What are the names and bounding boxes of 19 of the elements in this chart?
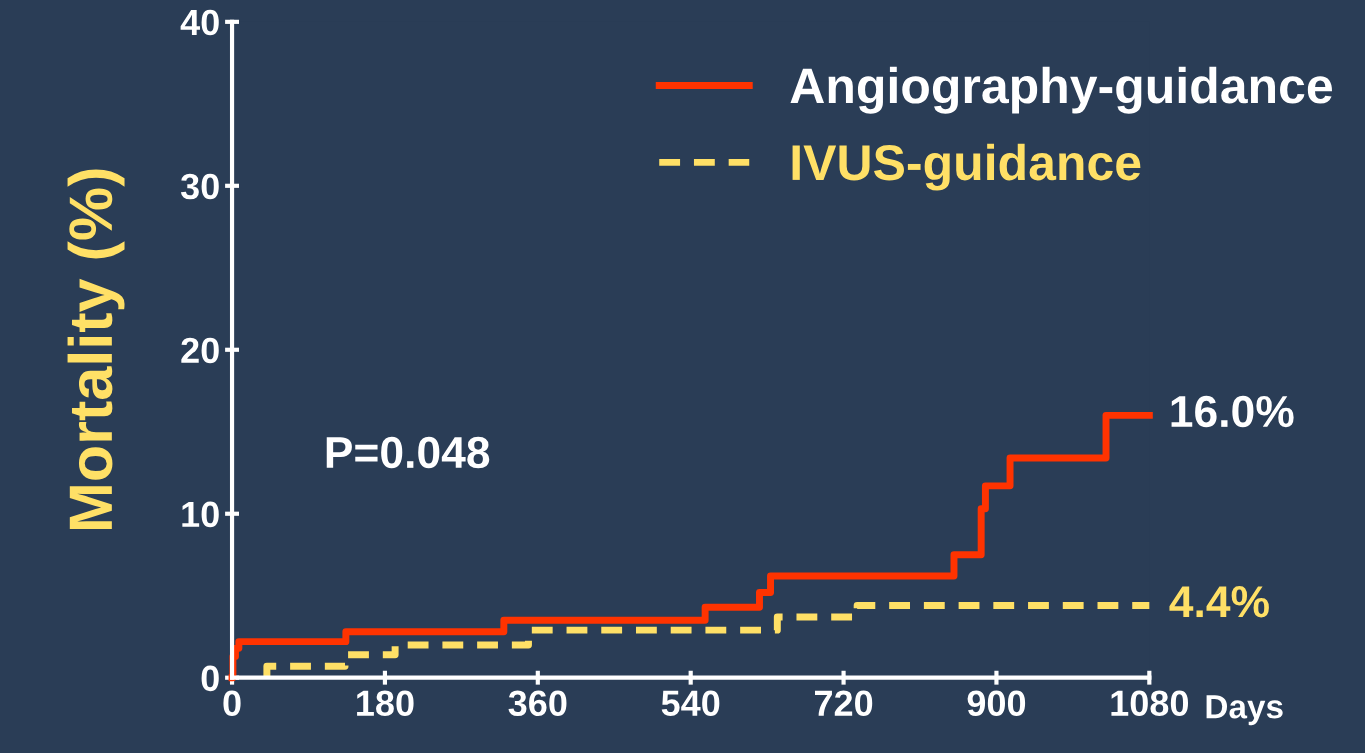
y-axis-title: Mortality (%) [67, 169, 125, 530]
y-tick-label: 0 [201, 665, 219, 692]
annotation: 16.0% [1171, 395, 1294, 428]
x-tick-label: 900 [967, 690, 1026, 717]
x-axis-title: Days [1206, 695, 1283, 726]
annotation: P=0.048 [326, 436, 490, 469]
annotation: 4.4% [1169, 586, 1269, 618]
y-tick-label: 10 [182, 501, 219, 528]
y-tick-label: 20 [181, 337, 219, 364]
x-tick-label: 1080 [1111, 690, 1189, 717]
legend-label: IVUS-guidance [792, 143, 1141, 191]
x-tick-label: 540 [661, 690, 720, 717]
x-tick-label: 180 [357, 690, 414, 717]
y-tick-label: 40 [180, 9, 219, 36]
legend-label: Angiography-guidance [790, 66, 1332, 114]
x-tick-label: 0 [223, 690, 241, 717]
x-tick-label: 360 [508, 690, 567, 717]
y-tick-label: 30 [180, 173, 219, 200]
x-tick-label: 720 [815, 690, 873, 717]
